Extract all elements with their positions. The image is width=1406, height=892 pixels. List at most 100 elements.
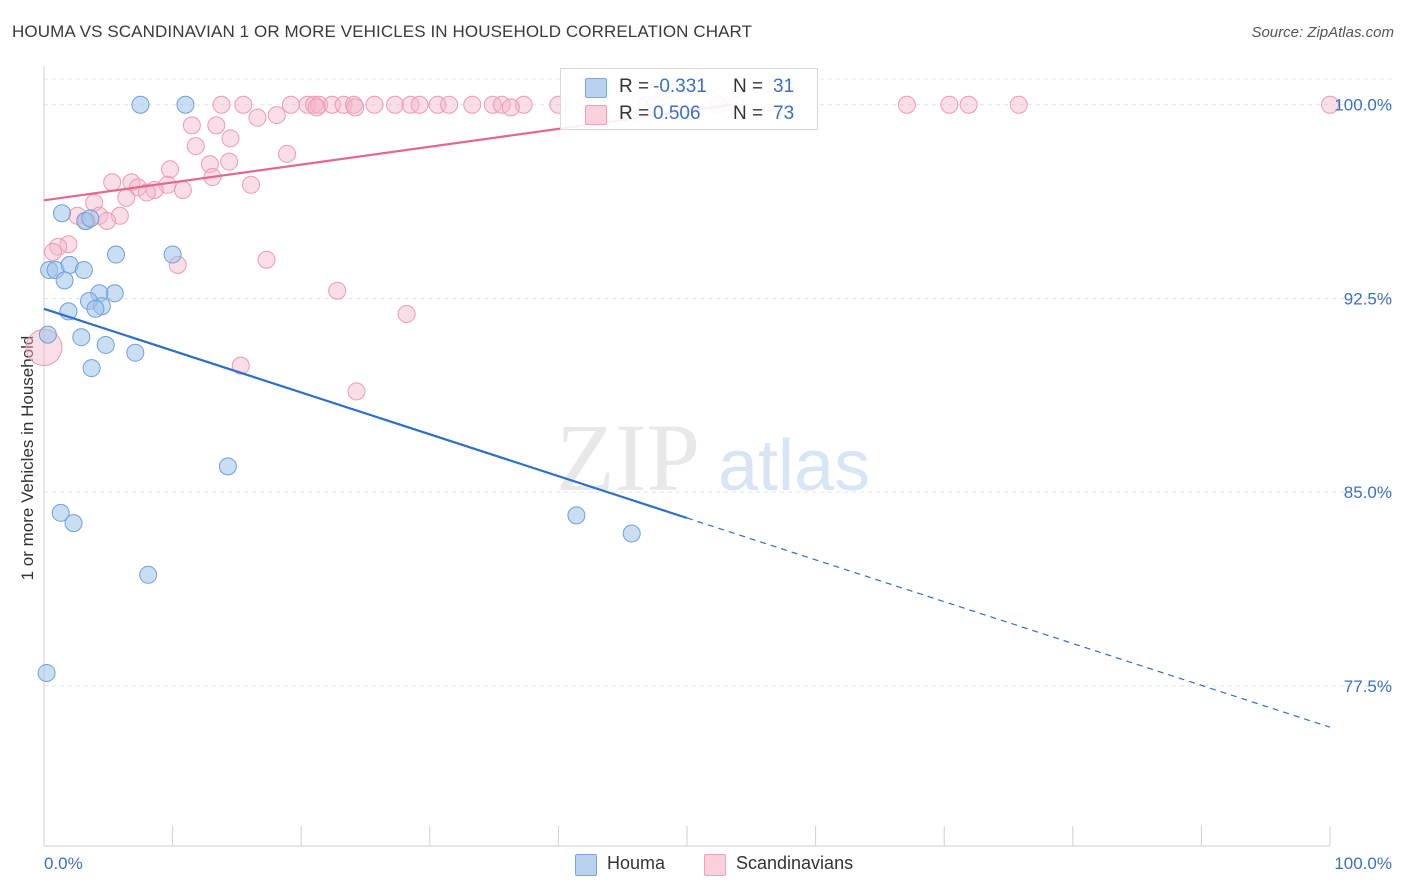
scandinavians-point [401,95,420,114]
scandinavians-point [307,98,326,117]
legend-row-scand: R = 0.506 N = 73 [561,100,817,128]
scandinavians-point [897,95,916,114]
houma-point [82,359,101,378]
houma-point [218,457,237,476]
houma-point [131,95,150,114]
houma-point [139,565,158,584]
scandinavians-point [310,95,329,114]
houma-point [567,506,586,525]
houma-point [55,271,74,290]
scandinavians-point [278,144,297,163]
houma-point [107,245,126,264]
houma-trend-line [43,307,688,520]
bottom-houma-label: Houma [607,853,666,873]
scandinavians-point [98,211,117,230]
scandinavians-point [365,95,384,114]
correlation-legend: R = -0.331 N = 31 R = 0.506 N = 73 [560,68,818,130]
legend-r-label: R = [619,103,650,124]
scandinavians-point [137,183,156,202]
houma-point [81,209,100,228]
scandinavians-point [173,180,192,199]
houma-point [86,299,105,318]
chart-source: Source: ZipAtlas.com [1251,24,1394,41]
scandinavians-point [49,237,68,256]
y-tick-label: 77.5% [1344,677,1392,696]
y-tick-label: 92.5% [1344,289,1392,308]
legend-scand-n: 73 [773,103,795,124]
scandinavians-point [231,356,250,375]
scandinavians-point [267,106,286,125]
scandinavians-point [117,188,136,207]
houma-trend-extension [686,517,1331,728]
y-tick-label: 85.0% [1344,483,1392,502]
scandinavians-point [281,95,300,114]
houma-point [105,284,124,303]
scandinavians-point [410,95,429,114]
houma-point [163,245,182,264]
houma-point [38,325,57,344]
scandinavians-point [440,95,459,114]
legend-houma-r: -0.331 [653,76,707,97]
scandinavians-point [501,98,520,117]
axes [43,66,1331,847]
scandinavians-points [25,95,1339,401]
houma-point [622,524,641,543]
scandinavians-point [347,382,366,401]
scandinavians-point [463,95,482,114]
watermark-zip: ZIP [556,404,700,511]
y-tick-label: 100.0% [1334,96,1392,115]
scandinavians-point [207,116,226,135]
houma-point [51,503,70,522]
houma-point [126,343,145,362]
bottom-scand-swatch [704,854,726,876]
x-tick-label-min: 0.0% [44,854,83,873]
legend-scand-r: 0.506 [653,103,701,124]
scandinavians-point [483,95,502,114]
scandinavians-point [1321,95,1339,114]
scandinavians-point [234,95,253,114]
scandinavians-point [257,250,276,269]
scandinavians-point [305,95,324,114]
scandinavians-point [182,116,201,135]
scandinavians-point [959,95,978,114]
scandinavians-point [397,304,416,323]
houma-point [53,204,72,223]
scandinavians-point [1009,95,1028,114]
chart-title: HOUMA VS SCANDINAVIAN 1 OR MORE VEHICLES… [12,22,753,41]
scand-swatch [585,105,607,125]
scandinavians-point [242,175,261,194]
scandinavians-point [103,173,122,192]
houma-swatch [585,78,607,98]
houma-point [74,261,93,280]
bottom-houma-swatch [575,854,597,876]
grid-lines [44,78,1392,687]
tick-labels: 77.5% 85.0% 92.5% 100.0% 0.0% 100.0% [44,96,1392,873]
houma-point [37,663,56,682]
scandinavians-point [212,95,231,114]
houma-point [64,514,83,533]
legend-n-label: N = [733,76,764,97]
scandinavians-point [59,235,78,254]
legend-houma-n: 31 [773,76,795,97]
scandinavians-point [334,95,353,114]
houma-points [37,95,641,682]
watermark-atlas: atlas [718,426,870,506]
scandinavians-point [940,95,959,114]
scandinavians-point [248,108,267,127]
houma-point [176,95,195,114]
watermark: ZIP atlas [556,404,870,511]
bottom-scand-label: Scandinavians [736,853,854,873]
scandinavians-point [186,137,205,156]
legend-row-houma: R = -0.331 N = 31 [561,73,817,101]
scandinavians-point [220,152,239,171]
legend-r-label: R = [619,76,650,97]
houma-point [72,328,91,347]
scandinavians-point [44,242,63,261]
scandinavians-point [346,98,365,117]
scandinavians-point [161,160,180,179]
legend-n-label: N = [733,103,764,124]
houma-point [96,335,115,354]
scandinavians-point [221,129,240,148]
scandinavians-point [328,281,347,300]
